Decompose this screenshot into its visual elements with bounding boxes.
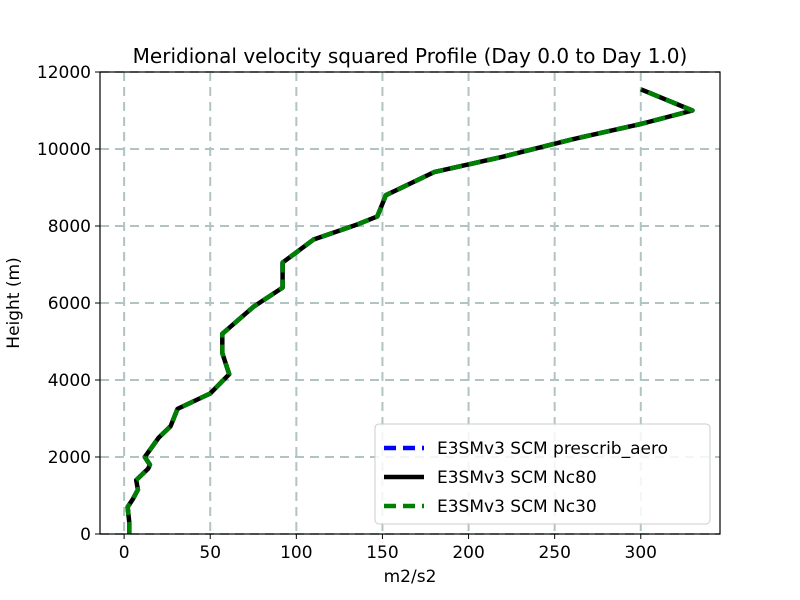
y-axis: 0 2000 4000 6000 8000 10000 12000 <box>37 63 100 545</box>
x-tick-label: 50 <box>199 543 221 563</box>
series-layer <box>125 87 695 534</box>
series-line-nc30 <box>125 87 695 534</box>
x-axis-label: m2/s2 <box>384 567 437 587</box>
y-tick-label: 12000 <box>37 63 91 83</box>
legend-label-prescrib-aero: E3SMv3 SCM prescrib_aero <box>437 439 668 459</box>
legend-label-nc30: E3SMv3 SCM Nc30 <box>437 497 597 517</box>
y-tick-label: 8000 <box>48 217 91 237</box>
y-tick-label: 2000 <box>48 448 91 468</box>
chart-title: Meridional velocity squared Profile (Day… <box>133 44 688 68</box>
y-tick-label: 6000 <box>48 294 91 314</box>
y-tick-label: 4000 <box>48 371 91 391</box>
x-tick-label: 200 <box>452 543 484 563</box>
y-tick-label: 0 <box>80 525 91 545</box>
x-tick-label: 100 <box>280 543 312 563</box>
y-tick-label: 10000 <box>37 140 91 160</box>
legend-box <box>374 423 711 525</box>
legend-label-nc80: E3SMv3 SCM Nc80 <box>437 468 597 488</box>
y-axis-label: Height (m) <box>4 257 24 348</box>
x-tick-label: 0 <box>119 543 130 563</box>
x-tick-label: 150 <box>366 543 398 563</box>
x-axis: 0 50 100 150 200 250 300 <box>119 534 657 563</box>
legend: E3SMv3 SCM prescrib_aero E3SMv3 SCM Nc80… <box>374 423 711 525</box>
x-tick-label: 250 <box>538 543 570 563</box>
x-tick-label: 300 <box>625 543 657 563</box>
